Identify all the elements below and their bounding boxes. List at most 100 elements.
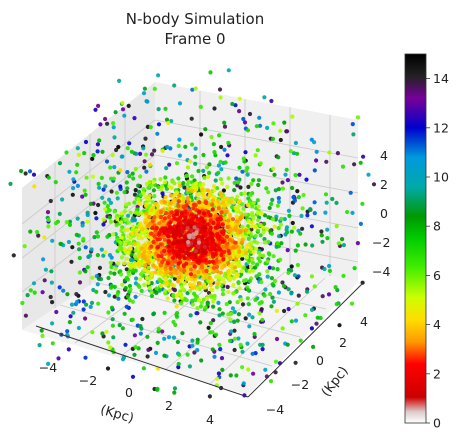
scatter-point: [215, 232, 220, 237]
scatter-point: [183, 209, 188, 214]
scatter-point: [210, 330, 215, 335]
scatter-point: [125, 186, 130, 191]
scatter-point: [195, 192, 200, 197]
scatter-point: [168, 207, 173, 212]
scatter-point: [276, 290, 281, 295]
scatter-point: [301, 192, 306, 198]
scatter-point: [101, 253, 106, 258]
scatter-point: [152, 234, 157, 239]
scatter-point: [231, 245, 236, 250]
scatter-point: [162, 336, 167, 341]
scatter-point: [237, 96, 242, 101]
scatter-point: [218, 347, 223, 352]
scatter-point: [276, 226, 281, 231]
scatter-point: [182, 239, 187, 244]
scatter-point: [186, 240, 191, 245]
scatter-point: [271, 121, 276, 126]
scatter-point: [142, 249, 147, 255]
scatter-point: [46, 361, 51, 366]
scatter-point: [41, 257, 46, 262]
scatter-point: [93, 107, 98, 112]
scatter-point: [110, 153, 115, 158]
scatter-point: [168, 271, 174, 276]
scatter-point: [241, 116, 246, 122]
scatter-point: [221, 257, 226, 262]
scatter-point: [224, 242, 229, 247]
scatter-point: [290, 114, 295, 119]
scatter-point: [218, 159, 223, 164]
scatter-point: [185, 226, 190, 231]
scatter-point: [236, 254, 241, 259]
scatter-point: [218, 270, 223, 275]
scatter-point: [181, 224, 187, 229]
scatter-point: [150, 219, 155, 224]
scatter-point: [177, 137, 182, 142]
scatter-point: [132, 200, 137, 205]
scatter-point: [94, 216, 99, 221]
scatter-point: [280, 186, 285, 191]
scatter-point: [162, 310, 167, 315]
scatter-point: [221, 188, 226, 193]
scatter-point: [215, 281, 220, 286]
scatter-point: [162, 252, 167, 257]
scatter-point: [188, 267, 193, 272]
scatter-point: [119, 272, 124, 277]
scatter-point: [89, 300, 95, 305]
scatter-point: [112, 271, 117, 276]
scatter-point: [164, 117, 170, 122]
z-tick-label: −4: [372, 264, 390, 279]
scatter-point: [220, 239, 225, 244]
scatter-point: [299, 213, 304, 218]
scatter-point: [25, 293, 30, 298]
scatter-point: [211, 299, 216, 304]
scatter-point: [147, 180, 152, 185]
scatter-point: [146, 185, 151, 190]
scatter-point: [230, 306, 235, 311]
scatter-point: [270, 282, 275, 287]
scatter-point: [119, 211, 124, 216]
scatter-point: [196, 196, 201, 201]
scatter-point: [120, 100, 125, 105]
scatter-point: [371, 182, 377, 187]
scatter-point: [108, 345, 113, 350]
scatter-point: [266, 239, 271, 244]
scatter-point: [119, 154, 124, 159]
scatter-point: [255, 198, 260, 203]
scatter-point: [159, 283, 164, 289]
scatter-point: [173, 234, 178, 240]
scatter-point: [74, 232, 79, 237]
scatter-point: [235, 194, 240, 199]
scatter-point: [160, 259, 165, 265]
scatter-point: [243, 278, 248, 283]
scatter-point: [196, 270, 201, 275]
scatter-point: [245, 203, 251, 208]
scatter-point: [125, 294, 131, 299]
scatter-point: [67, 169, 72, 174]
scatter-point: [195, 259, 200, 264]
z-tick-label: 4: [380, 148, 388, 163]
scatter-point: [240, 169, 245, 174]
scatter-point: [85, 219, 90, 224]
scatter-point: [138, 174, 143, 179]
scatter-point: [107, 253, 113, 258]
scatter-point: [129, 149, 134, 154]
z-tick-label: −2: [372, 235, 390, 250]
scatter-point: [230, 101, 235, 107]
scatter-point: [218, 190, 223, 195]
scatter-point: [270, 295, 275, 300]
scatter-point: [251, 268, 256, 273]
scatter-point: [214, 285, 219, 290]
scatter-point: [11, 253, 16, 258]
scatter-point: [267, 205, 272, 211]
scatter-point: [208, 293, 213, 298]
scatter-point: [312, 211, 317, 216]
scatter-point: [162, 248, 167, 253]
scatter-point: [57, 211, 62, 216]
scatter-point: [198, 320, 203, 325]
scatter-point: [207, 162, 212, 167]
scatter-point: [132, 116, 137, 121]
scatter-point: [53, 180, 58, 185]
scatter-point: [193, 240, 198, 245]
scatter-point: [275, 267, 280, 272]
scatter-point: [236, 312, 241, 317]
